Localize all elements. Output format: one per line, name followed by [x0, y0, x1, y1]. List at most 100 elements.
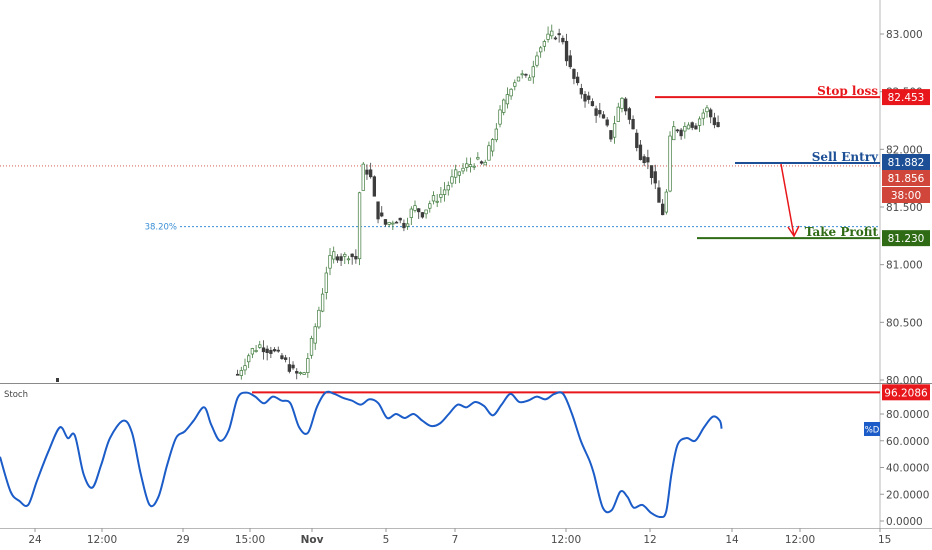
candle-body	[502, 99, 506, 113]
indicator-title: Stoch	[4, 390, 28, 400]
candle-body	[250, 348, 255, 355]
candle-body	[420, 212, 425, 218]
candle-body	[638, 144, 643, 161]
candle-body	[387, 222, 391, 225]
candle-body	[494, 128, 498, 141]
candle-body	[376, 201, 380, 220]
candle-body	[498, 109, 502, 125]
time-x-axis: 24 12:00 29 15:00 Nov 5 7 12:00 12 14 12:00 15	[28, 528, 891, 546]
candle-body	[712, 117, 717, 126]
candle-body	[664, 191, 668, 213]
candle-body	[265, 348, 269, 353]
candle-body	[417, 208, 421, 213]
candle-body	[372, 176, 377, 197]
candle-body	[490, 139, 495, 152]
price-tag-text: 38:00	[891, 190, 921, 202]
candle-body	[672, 126, 676, 141]
candle-body	[309, 338, 314, 356]
candle-body	[524, 73, 528, 76]
candle-body	[457, 171, 462, 176]
candle-body	[343, 254, 347, 257]
price-tick-label: 81.500	[886, 202, 923, 214]
candle-body	[624, 98, 628, 112]
candle-body	[324, 272, 328, 293]
candle-body	[616, 106, 620, 122]
candle-body	[424, 209, 428, 215]
candle-body	[605, 119, 609, 126]
time-tick-label: 12	[643, 534, 656, 546]
price-tag-box	[882, 384, 930, 401]
price-tags: 82.453 81.882 81.856 38:00 81.230 96.2086	[882, 89, 930, 401]
price-tag-box	[882, 154, 930, 170]
candle-body	[635, 132, 639, 148]
candle-body	[679, 129, 683, 137]
candle-body	[357, 192, 362, 260]
stoch-tick-label: 60.0000	[886, 436, 929, 448]
candle-body	[683, 126, 687, 132]
price-tick-label: 80.500	[886, 317, 923, 329]
candle-body	[564, 40, 569, 62]
candle-body	[413, 205, 417, 211]
candle-body	[402, 222, 406, 229]
series-badge	[864, 422, 880, 436]
candle-body	[479, 161, 484, 164]
candle-body	[575, 76, 580, 84]
candle-body	[601, 114, 606, 119]
candle-body	[365, 169, 369, 175]
candle-body	[553, 37, 558, 40]
time-tick-label: 12:00	[87, 534, 117, 546]
candle-body	[535, 55, 539, 66]
series-badge-label: %D	[865, 426, 880, 436]
price-tag-text: 81.230	[888, 233, 925, 245]
candle-body	[339, 256, 343, 261]
candle-body	[516, 76, 521, 82]
candle-body	[675, 129, 680, 132]
candle-body	[298, 372, 303, 374]
candle-body	[320, 293, 325, 312]
candle-body	[454, 169, 458, 178]
price-tag-text: 96.2086	[884, 387, 928, 399]
candle-body	[291, 364, 295, 369]
candle-body	[258, 344, 262, 348]
price-tick-label: 83.000	[886, 29, 923, 41]
candle-body	[668, 135, 672, 192]
candle-body	[394, 221, 399, 224]
candle-body	[587, 95, 591, 100]
trade-annotations: Stop loss Sell Entry Take Profit	[655, 84, 880, 240]
candle-body	[546, 33, 550, 40]
candle-body	[468, 164, 473, 168]
candle-body	[527, 77, 532, 81]
candle-body	[409, 208, 413, 218]
candle-body	[609, 130, 613, 140]
candle-body	[247, 355, 251, 363]
candle-body	[276, 349, 280, 352]
candle-body	[243, 365, 247, 371]
candle-body	[346, 258, 351, 261]
candle-body	[450, 176, 454, 184]
candle-body	[361, 163, 365, 191]
candle-body	[653, 171, 657, 184]
sell-arrow-head	[787, 225, 800, 238]
price-tag-box	[882, 89, 930, 106]
time-tick-label: 24	[28, 534, 42, 546]
candle-body	[461, 167, 465, 172]
candle-body	[369, 169, 373, 178]
price-tag-box	[882, 187, 930, 203]
candle-body	[542, 41, 547, 47]
time-tick-label: 15	[878, 534, 891, 546]
price-tick-label: 81.000	[886, 260, 923, 272]
candle-body	[431, 195, 436, 202]
take-profit-label: Take Profit	[805, 225, 879, 239]
candle-body	[302, 372, 306, 375]
time-tick-label: 14	[725, 534, 739, 546]
candle-body	[709, 109, 713, 118]
price-tick-label: 82.000	[886, 144, 923, 156]
candle-body	[261, 347, 266, 353]
candle-body	[391, 222, 395, 225]
candle-body	[476, 157, 480, 160]
candle-body	[487, 145, 491, 161]
stoch-tick-label: 80.0000	[886, 409, 929, 421]
time-tick-label: 15:00	[235, 534, 265, 546]
sell-arrow-shaft	[780, 163, 795, 237]
candle-body	[686, 124, 691, 130]
